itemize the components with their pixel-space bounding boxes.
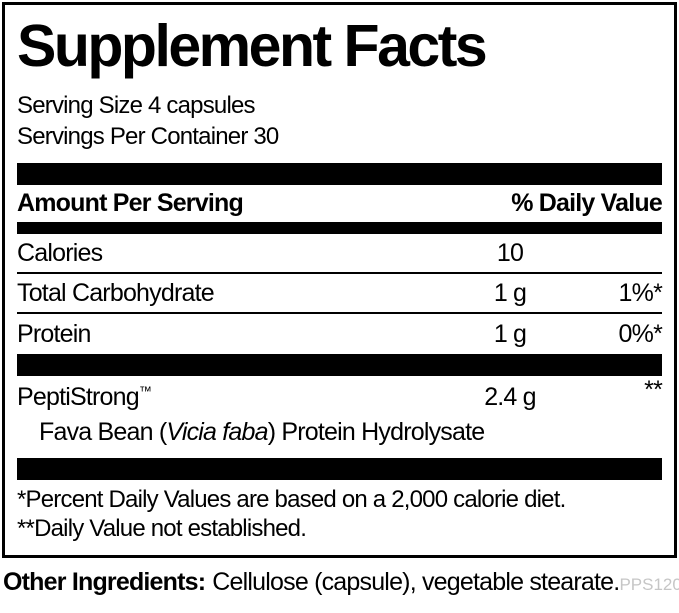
ingredient-name-text: PeptiStrong xyxy=(17,383,140,411)
nutrient-name: Total Carbohydrate xyxy=(17,278,215,307)
divider-bar-ingredient xyxy=(17,354,662,376)
divider-bar-top xyxy=(17,163,662,185)
footnotes: *Percent Daily Values are based on a 2,0… xyxy=(17,485,662,543)
nutrient-dv: 0%* xyxy=(618,319,663,348)
product-code: PPS120 xyxy=(619,575,679,594)
subline-prefix: Fava Bean ( xyxy=(39,418,167,446)
ingredient-amount: 2.4 g xyxy=(484,383,536,411)
table-row: Protein 1 g 0%* xyxy=(17,314,663,354)
servings-per-container: Servings Per Container 30 xyxy=(17,123,279,150)
supplement-facts-panel: Supplement Facts Serving Size 4 capsules… xyxy=(2,2,677,558)
other-ingredients-text: Cellulose (capsule), vegetable stearate. xyxy=(212,568,620,596)
ingredient-name: PeptiStrong™ xyxy=(17,383,450,412)
nutrient-name: Protein xyxy=(17,319,91,348)
nutrient-amount: 1 g xyxy=(493,319,527,348)
nutrient-amount: 10 xyxy=(496,238,524,267)
table-row: Calories 10 xyxy=(17,234,662,274)
ingredient-dv: ** xyxy=(644,376,663,404)
divider-bar-footnotes xyxy=(17,458,662,480)
divider-bar-header xyxy=(17,222,662,234)
table-row: Total Carbohydrate 1 g 1%* xyxy=(17,274,663,314)
ingredient-subline: Fava Bean (Vicia faba) Protein Hydrolysa… xyxy=(17,416,662,449)
daily-value-header: % Daily Value xyxy=(511,189,663,217)
subline-suffix: ) Protein Hydrolysate xyxy=(267,418,485,446)
serving-size: Serving Size 4 capsules xyxy=(17,92,256,119)
nutrient-name: Calories xyxy=(17,238,103,267)
panel-title: Supplement Facts xyxy=(17,13,488,79)
nutrient-amount: 1 g xyxy=(493,278,527,307)
serving-info: Serving Size 4 capsules Servings Per Con… xyxy=(17,90,662,152)
table-header-row: Amount Per Serving % Daily Value xyxy=(17,185,663,222)
other-ingredients-label: Other Ingredients: xyxy=(3,568,206,596)
other-ingredients-line: Other Ingredients: Cellulose (capsule), … xyxy=(3,568,679,597)
ingredient-row: PeptiStrong™ 2.4 g ** xyxy=(17,376,663,416)
amount-per-serving-header: Amount Per Serving xyxy=(17,189,244,217)
trademark-symbol: ™ xyxy=(138,383,152,399)
footnote-dv-not-established: **Daily Value not established. xyxy=(17,515,307,542)
nutrient-dv: 1%* xyxy=(618,278,663,307)
footnote-percent-dv: *Percent Daily Values are based on a 2,0… xyxy=(17,486,566,513)
subline-species-italic: Vicia faba xyxy=(166,418,268,446)
